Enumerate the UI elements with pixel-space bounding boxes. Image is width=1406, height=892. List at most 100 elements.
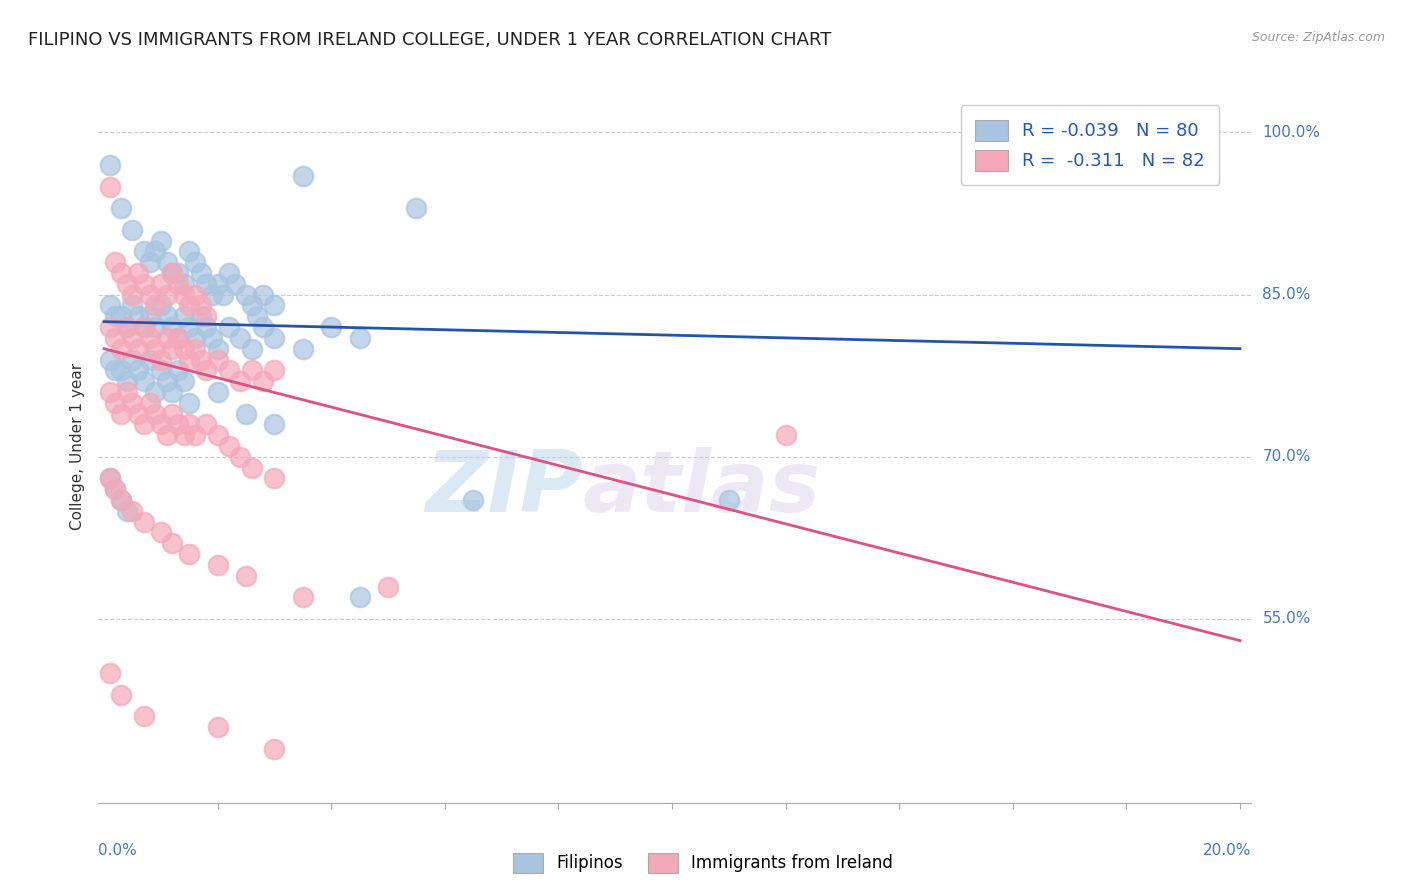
Point xyxy=(229,450,252,464)
Point xyxy=(143,342,166,356)
Point xyxy=(110,493,132,508)
Text: 70.0%: 70.0% xyxy=(1263,450,1310,465)
Point xyxy=(207,558,229,572)
Point xyxy=(115,374,138,388)
Point xyxy=(184,255,207,269)
Point xyxy=(240,298,263,312)
Point xyxy=(263,331,285,345)
Point xyxy=(162,266,184,280)
Point xyxy=(179,244,201,259)
Point xyxy=(179,320,201,334)
Point xyxy=(212,287,235,301)
Point xyxy=(110,688,132,702)
Point xyxy=(149,352,172,367)
Point xyxy=(179,547,201,561)
Text: 0.0%: 0.0% xyxy=(98,843,138,858)
Point xyxy=(263,741,285,756)
Point xyxy=(162,342,184,356)
Point xyxy=(155,331,177,345)
Point xyxy=(132,277,155,291)
Point xyxy=(173,428,195,442)
Point xyxy=(184,287,207,301)
Point xyxy=(127,310,149,324)
Point xyxy=(127,266,149,280)
Point xyxy=(240,342,263,356)
Point xyxy=(132,320,155,334)
Point xyxy=(143,244,166,259)
Point xyxy=(149,363,172,377)
Point xyxy=(121,396,143,410)
Point xyxy=(235,407,257,421)
Point xyxy=(127,407,149,421)
Point xyxy=(167,363,190,377)
Point xyxy=(218,266,240,280)
Point xyxy=(132,709,155,723)
Point xyxy=(252,320,274,334)
Point xyxy=(167,331,190,345)
Point xyxy=(235,287,257,301)
Point xyxy=(173,277,195,291)
Point xyxy=(98,179,121,194)
Point xyxy=(184,342,207,356)
Point xyxy=(121,352,143,367)
Point xyxy=(252,374,274,388)
Point xyxy=(240,363,263,377)
Point xyxy=(132,515,155,529)
Point xyxy=(235,568,257,582)
Point xyxy=(149,417,172,432)
Point xyxy=(229,331,252,345)
Point xyxy=(104,482,127,496)
Point xyxy=(138,287,160,301)
Point xyxy=(143,384,166,399)
Point xyxy=(173,374,195,388)
Point xyxy=(195,417,218,432)
Point xyxy=(143,407,166,421)
Point xyxy=(173,310,195,324)
Point xyxy=(252,287,274,301)
Text: FILIPINO VS IMMIGRANTS FROM IRELAND COLLEGE, UNDER 1 YEAR CORRELATION CHART: FILIPINO VS IMMIGRANTS FROM IRELAND COLL… xyxy=(28,31,831,49)
Point xyxy=(195,277,218,291)
Point xyxy=(195,320,218,334)
Point xyxy=(98,320,121,334)
Point xyxy=(377,580,399,594)
Point xyxy=(201,331,224,345)
Point xyxy=(149,277,172,291)
Point xyxy=(110,266,132,280)
Text: ZIP: ZIP xyxy=(425,447,582,531)
Point xyxy=(115,320,138,334)
Point xyxy=(110,363,132,377)
Point xyxy=(132,244,155,259)
Point xyxy=(207,720,229,734)
Point xyxy=(229,374,252,388)
Point xyxy=(138,310,160,324)
Text: atlas: atlas xyxy=(582,447,821,531)
Point xyxy=(162,384,184,399)
Point xyxy=(149,234,172,248)
Text: Source: ZipAtlas.com: Source: ZipAtlas.com xyxy=(1251,31,1385,45)
Point xyxy=(224,277,246,291)
Text: 100.0%: 100.0% xyxy=(1263,125,1320,140)
Point xyxy=(162,407,184,421)
Point xyxy=(349,591,371,605)
Point xyxy=(218,439,240,453)
Point xyxy=(149,298,172,312)
Point xyxy=(190,298,212,312)
Point xyxy=(291,591,314,605)
Point xyxy=(240,460,263,475)
Point xyxy=(132,417,155,432)
Point xyxy=(291,342,314,356)
Point xyxy=(98,352,121,367)
Point xyxy=(173,342,195,356)
Point xyxy=(132,320,155,334)
Point xyxy=(115,384,138,399)
Text: 20.0%: 20.0% xyxy=(1204,843,1251,858)
Point xyxy=(349,331,371,345)
Point xyxy=(104,255,127,269)
Point xyxy=(132,374,155,388)
Point xyxy=(98,298,121,312)
Point xyxy=(155,428,177,442)
Point xyxy=(98,666,121,681)
Point xyxy=(179,396,201,410)
Point xyxy=(104,310,127,324)
Point xyxy=(167,277,190,291)
